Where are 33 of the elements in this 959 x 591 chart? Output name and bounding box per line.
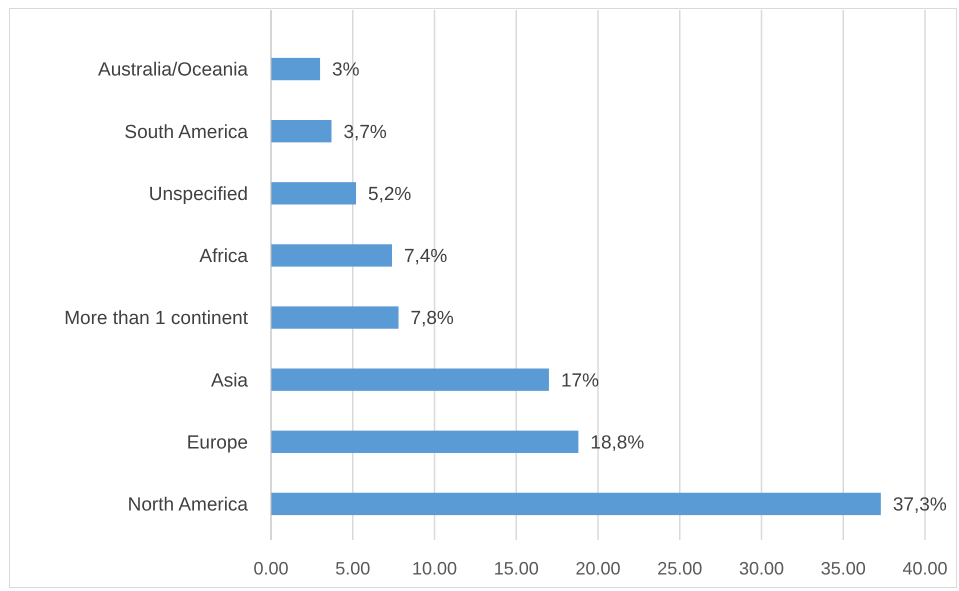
x-tick-label: 25.00: [657, 558, 702, 578]
x-tick-label: 5.00: [335, 558, 370, 578]
y-tick-label: Unspecified: [148, 184, 248, 205]
data-label: 17%: [560, 370, 600, 392]
y-tick-label: Asia: [211, 370, 248, 392]
y-tick-label: Europe: [186, 432, 248, 454]
data-label: 18,8%: [590, 432, 644, 454]
x-tick-label: 40.00: [902, 558, 948, 578]
data-label: 3%: [332, 60, 360, 81]
x-tick-label: 0.00: [253, 558, 289, 578]
bar: [271, 58, 320, 80]
bar: [271, 120, 332, 142]
x-tick-label: 15.00: [494, 558, 539, 578]
bar: [271, 182, 356, 204]
x-tick-label: 10.00: [412, 558, 458, 578]
bar: [271, 430, 578, 453]
y-tick-label: Australia/Oceania: [98, 60, 248, 81]
bar: [271, 492, 881, 516]
data-label: 7,4%: [404, 246, 448, 268]
x-tick-label: 30.00: [738, 558, 784, 578]
y-tick-label: South America: [124, 122, 248, 143]
bar: [271, 244, 392, 267]
y-tick-label: Africa: [199, 246, 248, 268]
bar: [271, 306, 399, 329]
bar: [271, 368, 549, 391]
y-tick-label: More than 1 continent: [64, 308, 249, 330]
x-tick-label: 35.00: [820, 558, 866, 578]
x-tick-label: 20.00: [575, 558, 621, 578]
data-label: 37,3%: [892, 494, 947, 516]
data-label: 3,7%: [343, 122, 387, 143]
data-label: 5,2%: [368, 184, 412, 205]
y-tick-label: North America: [128, 494, 248, 516]
data-label: 7,8%: [410, 308, 454, 330]
